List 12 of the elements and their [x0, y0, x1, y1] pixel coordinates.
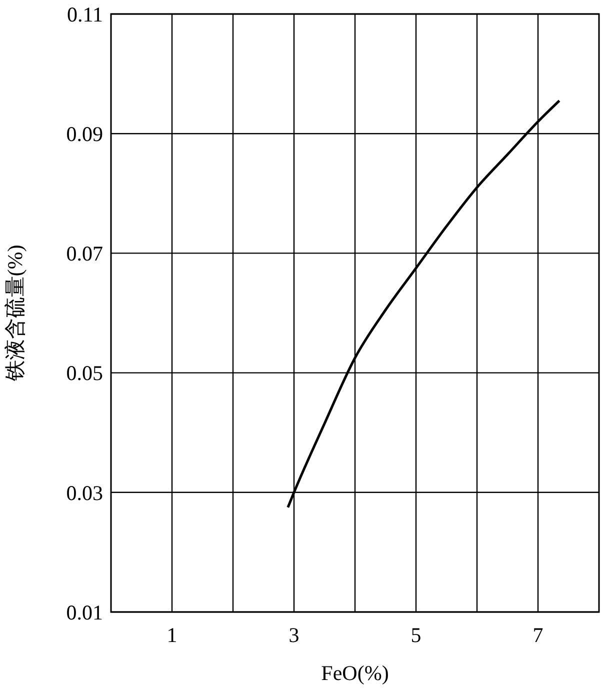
y-tick-label: 0.01 [66, 600, 103, 624]
y-tick-label: 0.03 [66, 480, 103, 505]
y-tick-label: 0.05 [66, 361, 103, 386]
x-tick-label: 3 [288, 623, 300, 647]
y-tick-label: 0.11 [67, 2, 103, 26]
y-axis-title: 铁液含硫量(%) [3, 244, 27, 382]
x-axis-title: FeO(%) [321, 661, 389, 685]
y-tick-label: 0.07 [66, 242, 103, 266]
y-tick-label: 0.09 [66, 122, 103, 146]
x-tick-label: 5 [410, 623, 422, 647]
x-tick-label: 7 [532, 623, 544, 647]
x-tick-label: 1 [166, 623, 178, 647]
